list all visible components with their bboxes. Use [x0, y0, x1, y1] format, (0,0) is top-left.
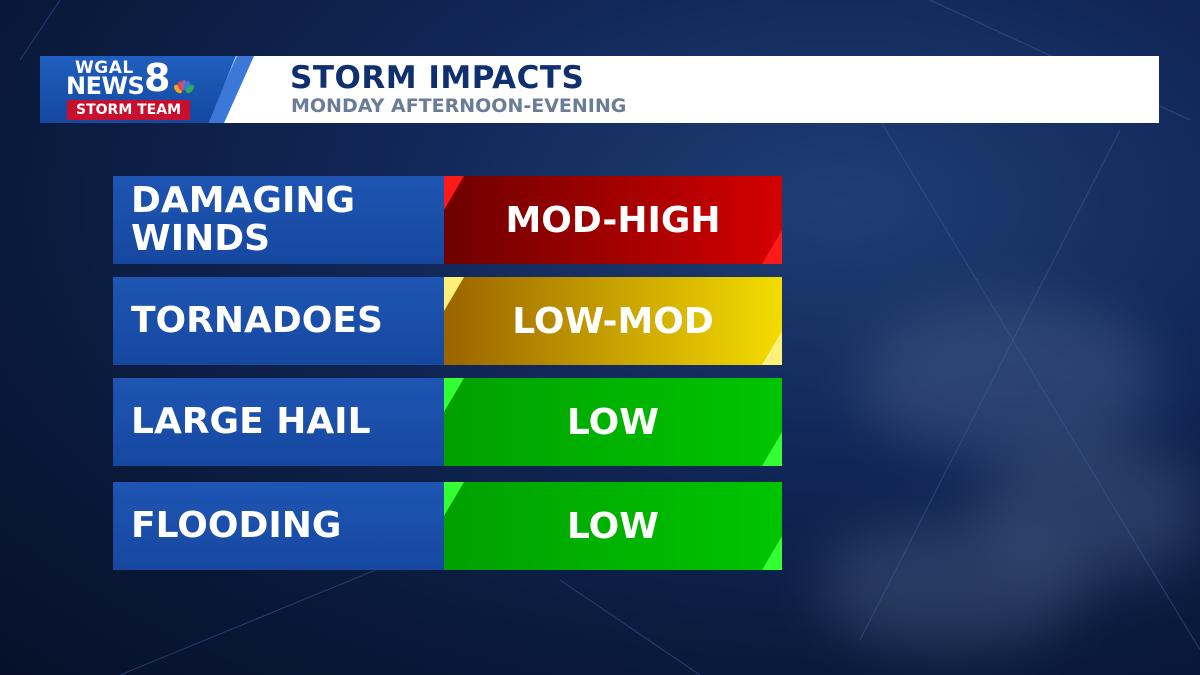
accent-triangle [762, 536, 782, 570]
impact-level: LOW [567, 401, 659, 443]
impact-level: MOD-HIGH [505, 199, 721, 241]
impact-row-large-hail: LARGE HAIL LOW [113, 378, 782, 466]
storm-cloud [980, 440, 1200, 580]
header-bar: WGAL NEWS 8 STORM TEAM STORM IMPACTS MON… [40, 56, 1159, 123]
hazard-label: FLOODING [131, 505, 342, 546]
logo-news-text: NEWS [66, 72, 145, 100]
station-logo: WGAL NEWS 8 STORM TEAM [40, 56, 236, 123]
impact-level-box: MOD-HIGH [444, 176, 782, 264]
impact-row-tornadoes: TORNADOES LOW-MOD [113, 277, 782, 365]
hazard-label-box: DAMAGING WINDS [113, 176, 444, 264]
logo-station-name: WGAL [75, 58, 134, 78]
impact-level-box: LOW [444, 482, 782, 570]
accent-triangle [444, 482, 464, 516]
hazard-label-box: LARGE HAIL [113, 378, 444, 466]
page-title: STORM IMPACTS [290, 60, 585, 96]
impact-row-flooding: FLOODING LOW [113, 482, 782, 570]
storm-cloud [820, 520, 1080, 650]
accent-triangle [444, 277, 464, 311]
impact-level: LOW-MOD [512, 300, 714, 342]
accent-triangle [762, 432, 782, 466]
hazard-label-box: TORNADOES [113, 277, 444, 365]
accent-triangle [444, 378, 464, 412]
logo-channel-number: 8 [144, 56, 171, 100]
accent-triangle [444, 176, 464, 210]
impact-level-box: LOW [444, 378, 782, 466]
hazard-label: LARGE HAIL [131, 401, 371, 442]
hazard-label: TORNADOES [131, 300, 383, 341]
impact-level-box: LOW-MOD [444, 277, 782, 365]
accent-triangle [762, 230, 782, 264]
hazard-label: DAMAGING WINDS [131, 180, 356, 259]
impact-row-damaging-winds: DAMAGING WINDS MOD-HIGH [113, 176, 782, 264]
hazard-label-box: FLOODING [113, 482, 444, 570]
page-subtitle: MONDAY AFTERNOON-EVENING [291, 95, 627, 117]
accent-triangle [762, 331, 782, 365]
storm-cloud [860, 300, 1160, 460]
logo-storm-team: STORM TEAM [67, 100, 190, 120]
peacock-icon [174, 80, 194, 94]
impact-level: LOW [567, 505, 659, 547]
